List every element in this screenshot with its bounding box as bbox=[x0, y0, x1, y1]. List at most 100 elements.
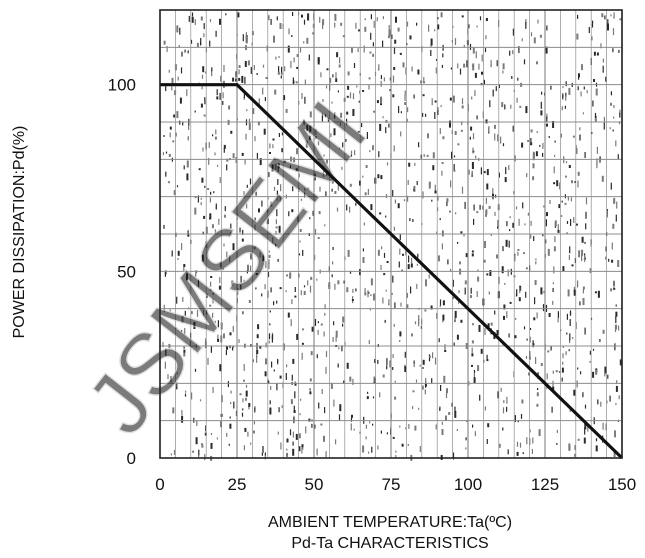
grid-texture-mark bbox=[534, 37, 536, 43]
grid-texture-mark bbox=[246, 37, 248, 44]
grid-texture-mark bbox=[425, 114, 426, 117]
grid-texture-mark bbox=[555, 220, 557, 226]
grid-texture-mark bbox=[485, 407, 486, 411]
grid-texture-mark bbox=[355, 23, 356, 29]
grid-texture-mark bbox=[554, 155, 555, 157]
grid-texture-mark bbox=[472, 63, 474, 70]
grid-texture-mark bbox=[322, 389, 323, 394]
grid-texture-mark bbox=[223, 65, 224, 72]
grid-texture-mark bbox=[502, 246, 503, 251]
grid-texture-mark bbox=[354, 63, 355, 68]
grid-texture-mark bbox=[389, 25, 390, 30]
grid-texture-mark bbox=[223, 92, 224, 98]
grid-texture-mark bbox=[616, 305, 617, 307]
grid-texture-mark bbox=[215, 137, 217, 140]
grid-texture-mark bbox=[415, 321, 416, 324]
grid-texture-mark bbox=[188, 50, 189, 53]
grid-texture-mark bbox=[270, 386, 271, 390]
grid-texture-mark bbox=[414, 95, 415, 99]
grid-texture-mark bbox=[405, 91, 406, 96]
grid-texture-mark bbox=[431, 200, 432, 202]
grid-texture-mark bbox=[565, 106, 566, 109]
grid-texture-mark bbox=[404, 95, 405, 101]
grid-texture-mark bbox=[532, 343, 534, 345]
grid-texture-mark bbox=[613, 201, 614, 203]
grid-texture-mark bbox=[395, 17, 397, 23]
grid-texture-mark bbox=[337, 208, 338, 212]
grid-texture-mark bbox=[553, 288, 554, 292]
grid-texture-mark bbox=[519, 106, 521, 108]
grid-texture-mark bbox=[497, 391, 498, 398]
grid-texture-mark bbox=[612, 243, 613, 250]
grid-texture-mark bbox=[408, 163, 410, 167]
grid-texture-mark bbox=[204, 186, 205, 188]
grid-texture-mark bbox=[386, 365, 387, 369]
grid-texture-mark bbox=[611, 91, 612, 95]
y-tick-label: 0 bbox=[127, 449, 136, 468]
grid-texture-mark bbox=[304, 285, 305, 287]
grid-texture-mark bbox=[293, 78, 294, 85]
x-tick-label: 100 bbox=[454, 475, 482, 494]
grid-texture-mark bbox=[494, 212, 495, 216]
grid-texture-mark bbox=[432, 352, 433, 358]
grid-texture-mark bbox=[568, 289, 570, 296]
grid-texture-mark bbox=[302, 444, 304, 447]
grid-texture-mark bbox=[246, 385, 247, 388]
grid-texture-mark bbox=[216, 31, 217, 37]
grid-texture-mark bbox=[385, 216, 386, 218]
grid-texture-mark bbox=[395, 451, 396, 453]
grid-texture-mark bbox=[502, 266, 504, 273]
grid-texture-mark bbox=[615, 140, 616, 146]
grid-texture-mark bbox=[325, 367, 326, 374]
grid-texture-mark bbox=[510, 105, 511, 109]
grid-texture-mark bbox=[503, 143, 504, 146]
grid-texture-mark bbox=[540, 35, 542, 38]
grid-texture-mark bbox=[195, 111, 196, 113]
grid-texture-mark bbox=[533, 163, 535, 168]
grid-texture-mark bbox=[318, 403, 319, 409]
grid-texture-mark bbox=[201, 445, 203, 448]
grid-texture-mark bbox=[201, 198, 202, 200]
grid-texture-mark bbox=[486, 18, 488, 21]
grid-texture-mark bbox=[603, 66, 604, 73]
grid-texture-mark bbox=[543, 304, 544, 311]
grid-texture-mark bbox=[472, 251, 474, 253]
grid-texture-mark bbox=[455, 212, 456, 214]
grid-texture-mark bbox=[387, 162, 388, 165]
grid-texture-mark bbox=[273, 301, 274, 305]
grid-texture-mark bbox=[226, 350, 227, 355]
grid-texture-mark bbox=[257, 324, 259, 329]
grid-texture-mark bbox=[482, 55, 483, 62]
grid-texture-mark bbox=[338, 365, 339, 368]
grid-texture-mark bbox=[371, 14, 372, 19]
grid-texture-mark bbox=[607, 375, 608, 379]
grid-texture-mark bbox=[269, 333, 270, 339]
grid-texture-mark bbox=[526, 267, 528, 269]
grid-texture-mark bbox=[531, 221, 532, 226]
grid-texture-mark bbox=[398, 106, 399, 113]
grid-texture-mark bbox=[275, 57, 276, 60]
grid-texture-mark bbox=[562, 378, 563, 382]
grid-texture-mark bbox=[379, 392, 380, 397]
grid-texture-mark bbox=[230, 417, 231, 419]
grid-texture-mark bbox=[181, 416, 183, 423]
grid-texture-mark bbox=[615, 325, 617, 330]
grid-texture-mark bbox=[368, 452, 369, 454]
grid-texture-mark bbox=[349, 207, 350, 213]
grid-texture-mark bbox=[504, 104, 505, 109]
grid-texture-mark bbox=[553, 371, 554, 374]
grid-texture-mark bbox=[535, 357, 536, 364]
grid-texture-mark bbox=[228, 106, 230, 110]
grid-texture-mark bbox=[524, 223, 525, 225]
grid-texture-mark bbox=[442, 230, 443, 236]
grid-texture-mark bbox=[616, 386, 618, 392]
grid-texture-mark bbox=[472, 171, 473, 175]
grid-texture-mark bbox=[409, 218, 410, 221]
grid-texture-mark bbox=[593, 349, 594, 351]
grid-texture-mark bbox=[399, 426, 400, 428]
grid-texture-mark bbox=[340, 23, 342, 26]
grid-texture-mark bbox=[372, 424, 373, 426]
grid-texture-mark bbox=[383, 116, 384, 118]
x-tick-label: 150 bbox=[608, 475, 636, 494]
grid-texture-mark bbox=[597, 53, 599, 56]
